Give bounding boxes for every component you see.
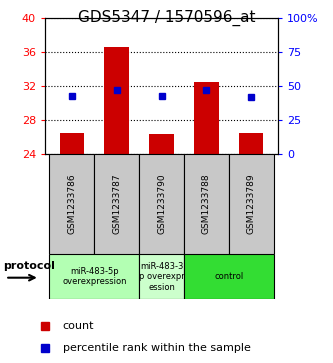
Text: GSM1233790: GSM1233790 <box>157 174 166 234</box>
Bar <box>139 154 184 254</box>
Bar <box>60 133 84 154</box>
Bar <box>104 47 129 154</box>
Bar <box>184 154 229 254</box>
Bar <box>194 82 219 154</box>
Bar <box>184 254 274 299</box>
Bar <box>94 154 139 254</box>
Text: GSM1233789: GSM1233789 <box>247 174 256 234</box>
Text: miR-483-5p
overexpression: miR-483-5p overexpression <box>62 267 127 286</box>
Text: control: control <box>214 272 243 281</box>
Bar <box>49 254 139 299</box>
Text: miR-483-3
p overexpr
ession: miR-483-3 p overexpr ession <box>139 262 184 292</box>
Text: count: count <box>63 321 94 331</box>
Text: percentile rank within the sample: percentile rank within the sample <box>63 343 250 352</box>
Bar <box>149 134 174 154</box>
Bar <box>239 133 263 154</box>
Text: GSM1233786: GSM1233786 <box>67 174 76 234</box>
Bar <box>229 154 274 254</box>
Text: GDS5347 / 1570596_at: GDS5347 / 1570596_at <box>78 10 255 26</box>
Bar <box>139 254 184 299</box>
Bar <box>49 154 94 254</box>
Text: GSM1233787: GSM1233787 <box>112 174 121 234</box>
Text: protocol: protocol <box>3 261 55 272</box>
Text: GSM1233788: GSM1233788 <box>202 174 211 234</box>
